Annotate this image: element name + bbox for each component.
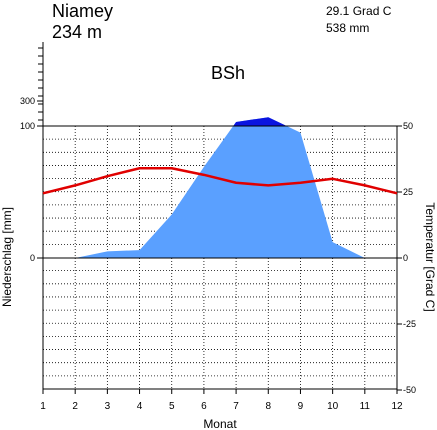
temperature-line <box>42 166 398 195</box>
right-tick-label: 50 <box>403 121 413 131</box>
annual-precipitation: 538 mm <box>326 21 369 35</box>
x-tick-label: 7 <box>233 401 239 412</box>
x-tick-label: 1 <box>40 401 46 412</box>
x-tick-label: 6 <box>201 401 207 412</box>
left-tick-label: 0 <box>30 253 35 263</box>
precipitation-area-above-100 <box>233 117 287 126</box>
station-elevation: 234 m <box>52 22 102 42</box>
right-tick-label: 0 <box>403 253 408 263</box>
x-tick-label: 2 <box>72 401 78 412</box>
right-tick-label: -25 <box>403 319 416 329</box>
x-tick-label: 3 <box>105 401 111 412</box>
x-tick-label: 4 <box>137 401 143 412</box>
right-axis-label: Temperatur [Grad C] <box>423 202 437 311</box>
mean-temperature: 29.1 Grad C <box>326 4 392 18</box>
x-tick-label: 5 <box>169 401 175 412</box>
left-tick-label: 100 <box>20 121 35 131</box>
temperature-series-line <box>42 166 398 195</box>
plot-frame <box>42 42 398 390</box>
x-tick-label: 8 <box>265 401 271 412</box>
left-tick-label: 300 <box>20 96 35 106</box>
x-axis-label: Monat <box>203 417 237 430</box>
station-name: Niamey <box>52 1 113 21</box>
left-axis-label: Niederschlag [mm] <box>0 207 14 307</box>
climate-class: BSh <box>211 63 245 83</box>
x-tick-label: 11 <box>360 401 371 412</box>
right-tick-label: 25 <box>403 187 413 197</box>
precipitation-area <box>43 117 397 258</box>
x-tick-label: 10 <box>327 401 339 412</box>
precipitation-area-normal <box>43 117 397 258</box>
x-tick-label: 9 <box>298 401 304 412</box>
x-tick-label: 12 <box>391 401 403 412</box>
right-tick-label: -50 <box>403 385 416 395</box>
